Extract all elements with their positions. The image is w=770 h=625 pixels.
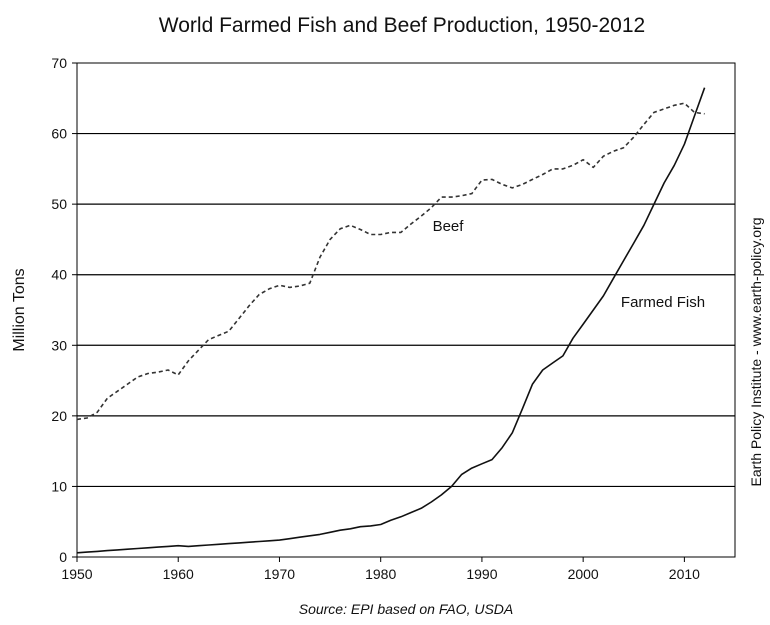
farmed-fish-line xyxy=(76,87,706,554)
y-tick-label-50: 50 xyxy=(51,196,67,212)
y-tick-label-60: 60 xyxy=(51,126,67,142)
x-tick-label-2000: 2000 xyxy=(568,566,599,582)
y-tick-label-30: 30 xyxy=(51,337,67,353)
gridlines xyxy=(77,132,735,488)
y-axis: 0 10 20 30 40 50 60 70 xyxy=(51,55,77,565)
beef-label: Beef xyxy=(433,218,465,235)
x-tick-label-1970: 1970 xyxy=(264,566,295,582)
x-tick-label-1950: 1950 xyxy=(61,566,92,582)
x-axis: 1950 1960 1970 1980 1990 2000 2010 xyxy=(61,557,700,582)
plot-frame xyxy=(76,62,736,558)
y-tick-label-0: 0 xyxy=(59,549,67,565)
y-tick-label-40: 40 xyxy=(51,267,67,283)
side-note: Earth Policy Institute - www.earth-polic… xyxy=(748,218,764,487)
series-lines xyxy=(76,87,706,554)
x-tick-label-1990: 1990 xyxy=(466,566,497,582)
y-tick-label-10: 10 xyxy=(51,478,67,494)
y-tick-label-20: 20 xyxy=(51,408,67,424)
farmed-fish-label: Farmed Fish xyxy=(621,294,705,311)
x-tick-label-2010: 2010 xyxy=(669,566,700,582)
beef-line xyxy=(76,102,705,421)
x-tick-label-1980: 1980 xyxy=(365,566,396,582)
source-note: Source: EPI based on FAO, USDA xyxy=(299,601,514,617)
chart-title: World Farmed Fish and Beef Production, 1… xyxy=(159,14,645,37)
y-tick-label-70: 70 xyxy=(51,55,67,71)
x-tick-label-1960: 1960 xyxy=(163,566,194,582)
y-axis-label: Million Tons xyxy=(11,268,28,351)
